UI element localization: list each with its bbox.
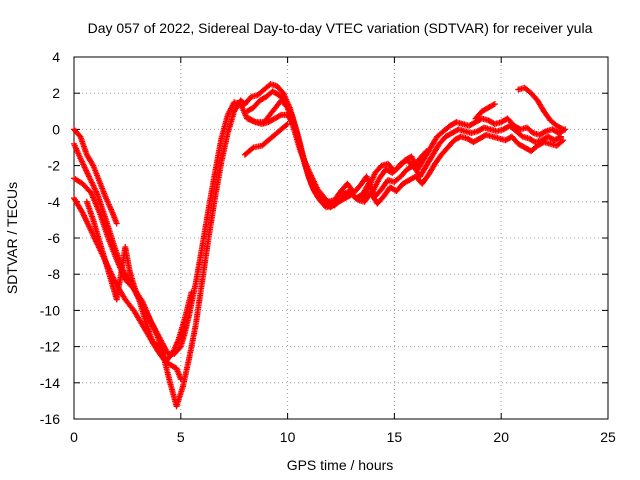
chart-title: Day 057 of 2022, Sidereal Day-to-day VTE… (88, 20, 593, 36)
data-point (558, 125, 565, 132)
data-marks (71, 81, 569, 410)
y-tick-label: -16 (40, 411, 60, 427)
data-point (276, 112, 283, 119)
x-tick-label: 0 (70, 429, 78, 445)
data-point (558, 133, 565, 140)
y-tick-label: 2 (52, 85, 60, 101)
y-tick-label: -6 (48, 230, 61, 246)
x-tick-label: 25 (600, 429, 616, 445)
data-point (188, 289, 195, 296)
y-tick-label: -12 (40, 339, 60, 355)
series-track-8 (246, 111, 567, 211)
data-point (284, 120, 291, 127)
data-point (422, 149, 429, 156)
data-point (490, 101, 497, 108)
data-point (558, 138, 565, 145)
y-tick-label: -10 (40, 302, 60, 318)
data-point (423, 148, 430, 155)
y-tick-label: 0 (52, 121, 60, 137)
series-track-10 (359, 148, 430, 202)
data-point (560, 137, 567, 144)
y-tick-label: 4 (52, 49, 60, 65)
y-tick-label: -4 (48, 194, 61, 210)
data-point (491, 101, 498, 108)
x-axis-title: GPS time / hours (287, 457, 394, 473)
x-tick-label: 15 (387, 429, 403, 445)
series-track-3 (71, 97, 248, 410)
data-point (251, 118, 258, 125)
y-tick-label: -8 (48, 266, 61, 282)
data-point (556, 134, 563, 141)
data-point (560, 126, 567, 133)
x-tick-label: 5 (177, 429, 185, 445)
series-track-1 (71, 126, 120, 227)
data-point (541, 128, 548, 135)
series-track-5 (83, 198, 195, 365)
grid-lines (74, 57, 608, 419)
series-track-12 (515, 84, 567, 133)
y-tick-label: -14 (40, 375, 60, 391)
y-tick-label: -2 (48, 158, 61, 174)
data-point (283, 122, 290, 129)
series-track-9 (241, 120, 291, 158)
x-tick-label: 10 (280, 429, 296, 445)
series-track-11 (472, 101, 498, 122)
axis-ticks: 0 5 10 15 20 25 -16 -14 -12 -10 -8 -6 -4 -2 0 2 4 (40, 49, 616, 445)
y-axis-title: SDTVAR / TECUs (4, 182, 20, 294)
x-tick-label: 20 (493, 429, 509, 445)
data-point (113, 220, 120, 227)
data-point (177, 376, 184, 383)
